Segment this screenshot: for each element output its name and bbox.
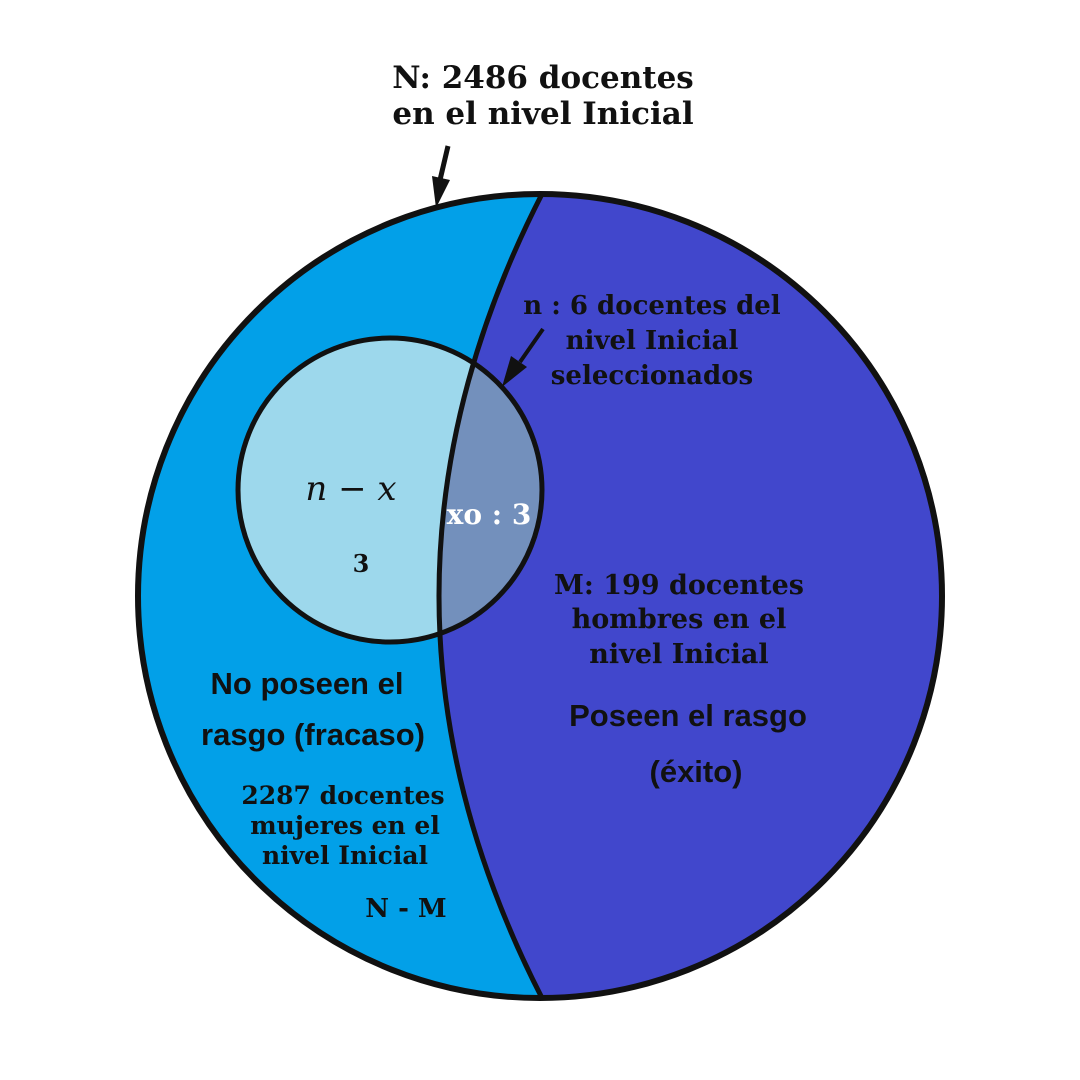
sample-label-line3: seleccionados: [551, 361, 753, 391]
divider-curve: [436, 192, 545, 1000]
population-label-line1: N: 2486 docentes: [392, 60, 694, 96]
success-count-line3: nivel Inicial: [589, 639, 768, 670]
failure-count-line1: 2287 docentes: [241, 781, 444, 810]
sample-success-label: xo : 3: [447, 498, 532, 531]
success-count-line2: hombres en el: [572, 604, 787, 635]
population-arrow: [432, 145, 451, 208]
sample-circle-outline: [235, 335, 545, 645]
failure-title-line1: No poseen el: [211, 666, 404, 701]
success-title-line2: (éxito): [650, 754, 743, 789]
failure-count-line2: mujeres en el: [250, 811, 440, 840]
population-label-line2: en el nivel Inicial: [392, 96, 693, 132]
sample-label-line1: n : 6 docentes del: [523, 291, 781, 321]
sample-arrow: [502, 327, 545, 387]
success-title-line1: Poseen el rasgo: [569, 698, 807, 733]
failure-title-line2: rasgo (fracaso): [201, 717, 425, 752]
sample-circle: [238, 338, 542, 642]
success-count-line1: M: 199 docentes: [554, 570, 804, 601]
success-region: [439, 194, 942, 998]
sample-label-line2: nivel Inicial: [566, 326, 739, 356]
sample-failure-value: 3: [353, 549, 370, 578]
population-circle-outline: [135, 191, 945, 1001]
sample-failure-formula: n − x: [305, 469, 396, 509]
failure-count-line3: nivel Inicial: [262, 841, 428, 870]
failure-formula: N - M: [365, 894, 446, 924]
